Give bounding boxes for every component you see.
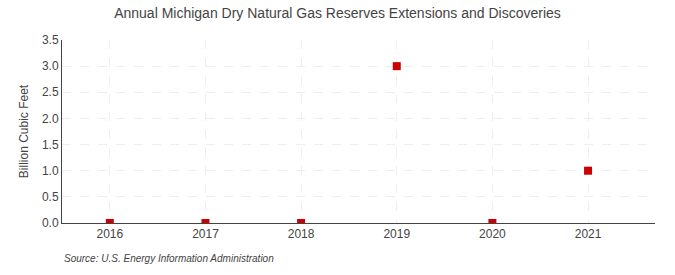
svg-text:2020: 2020: [479, 227, 506, 241]
svg-text:0.0: 0.0: [42, 216, 59, 230]
svg-text:2.0: 2.0: [42, 112, 59, 126]
svg-text:2019: 2019: [383, 227, 410, 241]
svg-text:1.0: 1.0: [42, 164, 59, 178]
svg-text:2.5: 2.5: [42, 85, 59, 99]
svg-text:2016: 2016: [96, 227, 123, 241]
svg-text:3.5: 3.5: [42, 33, 59, 47]
svg-text:2017: 2017: [192, 227, 219, 241]
svg-text:3.0: 3.0: [42, 59, 59, 73]
svg-text:2021: 2021: [575, 227, 602, 241]
svg-text:Annual Michigan Dry Natural Ga: Annual Michigan Dry Natural Gas Reserves…: [114, 5, 561, 21]
svg-text:2018: 2018: [288, 227, 315, 241]
svg-text:Source: U.S. Energy Informatio: Source: U.S. Energy Information Administ…: [64, 253, 274, 264]
svg-text:1.5: 1.5: [42, 138, 59, 152]
svg-text:0.5: 0.5: [42, 190, 59, 204]
svg-text:Billion Cubic Feet: Billion Cubic Feet: [17, 84, 31, 178]
